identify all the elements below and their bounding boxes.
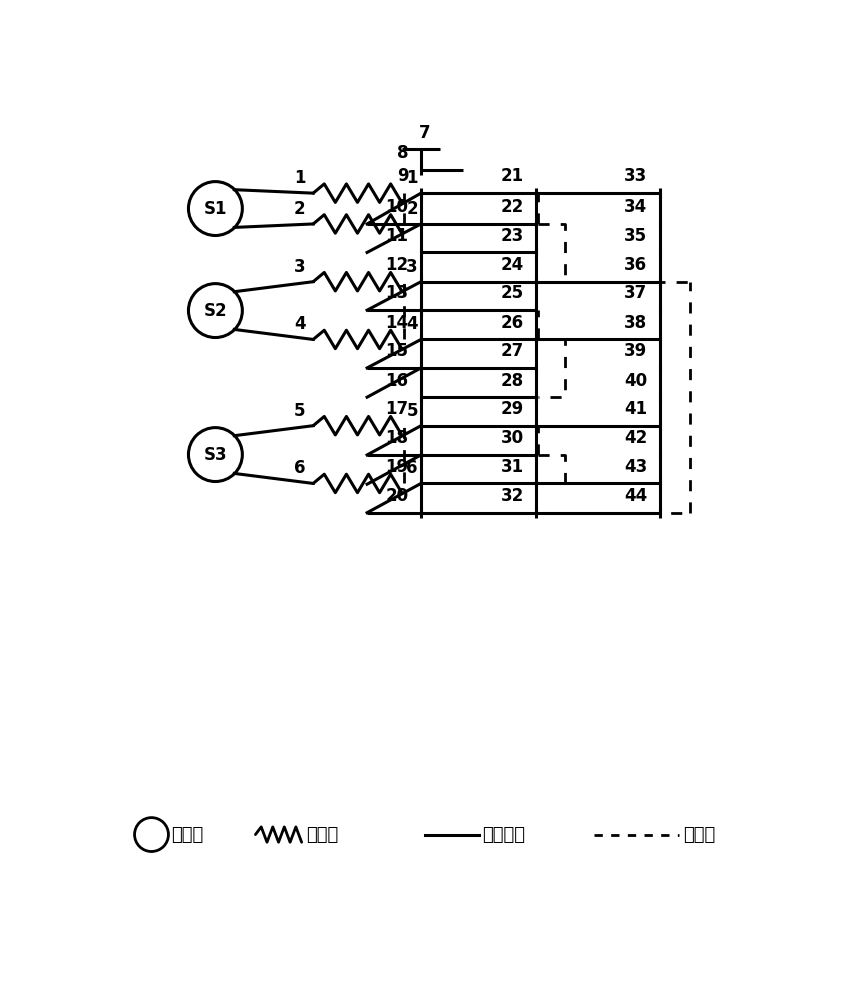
Text: 3: 3 — [294, 258, 306, 276]
Text: 17: 17 — [385, 400, 408, 418]
Text: 联络线: 联络线 — [683, 826, 715, 844]
Text: 2: 2 — [294, 200, 306, 218]
Text: 31: 31 — [501, 458, 524, 476]
Text: 19: 19 — [385, 458, 408, 476]
Text: 变电站: 变电站 — [170, 826, 203, 844]
Text: 22: 22 — [501, 198, 524, 216]
Text: 4: 4 — [407, 315, 418, 333]
Text: 34: 34 — [624, 198, 647, 216]
Text: 26: 26 — [501, 314, 524, 332]
Text: 30: 30 — [501, 429, 524, 447]
Text: 42: 42 — [624, 429, 647, 447]
Text: 43: 43 — [624, 458, 647, 476]
Text: 9: 9 — [397, 167, 408, 185]
Text: 39: 39 — [624, 342, 647, 360]
Text: 变压器: 变压器 — [306, 826, 338, 844]
Text: S2: S2 — [204, 302, 227, 320]
Text: 20: 20 — [385, 487, 408, 505]
Text: 10: 10 — [386, 198, 408, 216]
Text: 15: 15 — [386, 342, 408, 360]
Text: 38: 38 — [624, 314, 647, 332]
Text: 3: 3 — [407, 258, 418, 276]
Text: 5: 5 — [407, 402, 418, 420]
Text: 44: 44 — [624, 487, 647, 505]
Text: 32: 32 — [501, 487, 524, 505]
Text: 24: 24 — [501, 256, 524, 274]
Text: 12: 12 — [385, 256, 408, 274]
Text: 41: 41 — [624, 400, 647, 418]
Text: S1: S1 — [204, 200, 227, 218]
Text: 7: 7 — [419, 124, 431, 142]
Text: S3: S3 — [204, 446, 227, 464]
Text: 23: 23 — [501, 227, 524, 245]
Text: 1: 1 — [294, 169, 306, 187]
Text: 11: 11 — [386, 227, 408, 245]
Text: 35: 35 — [624, 227, 647, 245]
Text: 36: 36 — [624, 256, 647, 274]
Text: 配电线路: 配电线路 — [483, 826, 526, 844]
Text: 25: 25 — [501, 284, 524, 302]
Text: 14: 14 — [385, 314, 408, 332]
Text: 21: 21 — [501, 167, 524, 185]
Text: 6: 6 — [294, 459, 306, 477]
Text: 2: 2 — [407, 200, 418, 218]
Text: 29: 29 — [501, 400, 524, 418]
Text: 33: 33 — [624, 167, 647, 185]
Text: 16: 16 — [386, 371, 408, 389]
Text: 40: 40 — [624, 371, 647, 389]
Text: 18: 18 — [386, 429, 408, 447]
Text: 27: 27 — [501, 342, 524, 360]
Text: 37: 37 — [624, 284, 647, 302]
Text: 4: 4 — [294, 315, 306, 333]
Text: 1: 1 — [407, 169, 418, 187]
Text: 5: 5 — [294, 402, 306, 420]
Text: 28: 28 — [501, 371, 524, 389]
Text: 6: 6 — [407, 459, 418, 477]
Text: 8: 8 — [397, 144, 408, 162]
Text: 13: 13 — [385, 284, 408, 302]
